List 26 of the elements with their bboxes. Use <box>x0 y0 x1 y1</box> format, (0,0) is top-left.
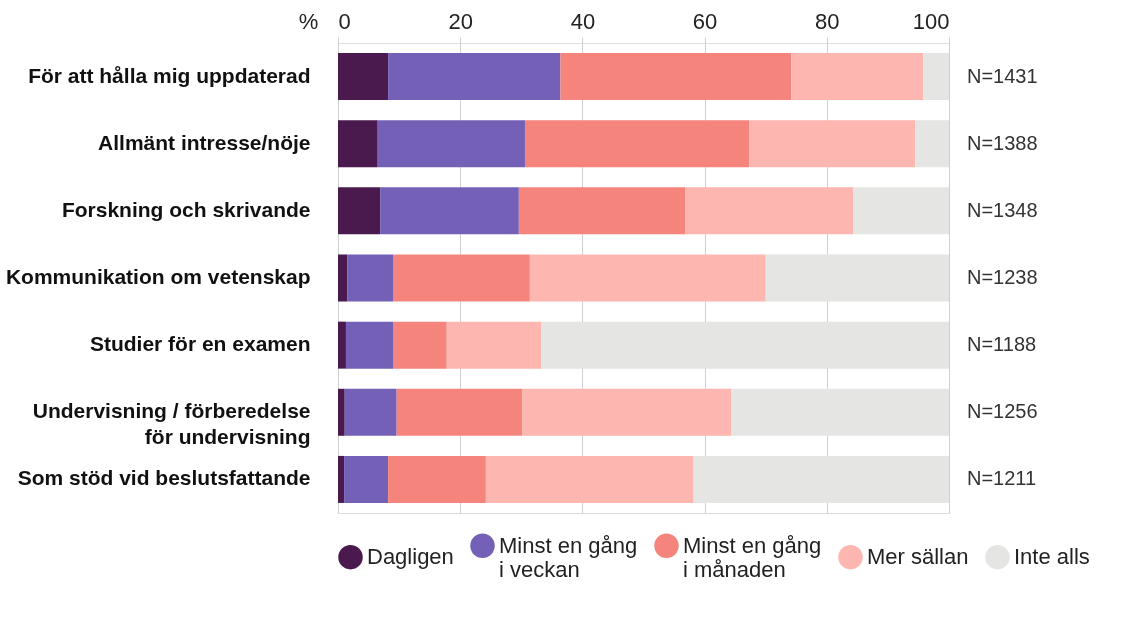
legend-label: Minst en gång i veckan <box>499 532 638 582</box>
text: N=1188 <box>967 333 1037 356</box>
text: N=1238 <box>967 266 1038 288</box>
legend-label: Minst en gång i månaden <box>683 532 822 582</box>
y-tick-label: Undervisning / förberedelse för undervisning <box>32 399 311 449</box>
x-tick-label: 0 <box>338 8 351 34</box>
x-tick-label: 80 <box>815 8 840 34</box>
x-tick-label: 60 <box>692 8 718 34</box>
y-tick-label: För att hålla mig uppdaterad <box>28 63 311 87</box>
text: N=1431 <box>967 64 1038 87</box>
y-tick-label: Allmänt intresse/nöje <box>98 130 311 154</box>
legend-label: Dagligen <box>367 544 454 570</box>
y-tick-label: Forskning och skrivande <box>61 197 311 221</box>
y-tick-label: Kommunikation om vetenskap <box>5 265 311 288</box>
y-tick-label: Studier för en examen <box>89 332 311 356</box>
text: N=1211 <box>967 467 1037 490</box>
text: N=1348 <box>967 198 1038 221</box>
legend-label: Inte alls <box>1014 544 1090 570</box>
text: N=1388 <box>967 131 1038 154</box>
y-tick-label: Som stöd vid beslutsfattande <box>17 466 311 490</box>
x-tick-label: 20 <box>448 8 473 34</box>
x-tick-label: 40 <box>570 8 596 34</box>
legend-label: Mer sällan <box>867 544 969 570</box>
x-tick-label: 100 <box>912 8 950 34</box>
x-axis-title: % <box>298 8 319 34</box>
text: N=1256 <box>967 400 1038 423</box>
